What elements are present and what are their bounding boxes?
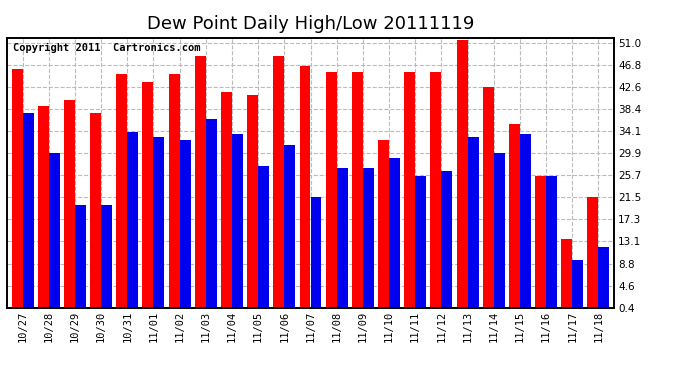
Bar (195, 56, 206, 310)
Bar (415, 176, 426, 310)
Bar (546, 176, 557, 310)
Bar (598, 247, 609, 310)
Bar (221, 93, 232, 310)
Bar (378, 140, 389, 310)
Bar (206, 118, 217, 310)
Bar (457, 40, 468, 310)
Text: Copyright 2011  Cartronics.com: Copyright 2011 Cartronics.com (13, 43, 201, 53)
Bar (431, 72, 442, 310)
Bar (337, 168, 348, 310)
Bar (179, 140, 190, 310)
Bar (572, 260, 583, 310)
Bar (127, 132, 138, 310)
Bar (535, 176, 546, 310)
Bar (468, 137, 479, 310)
Bar (153, 137, 164, 310)
Bar (258, 166, 269, 310)
Bar (12, 69, 23, 310)
Bar (75, 205, 86, 310)
Bar (38, 105, 49, 310)
Bar (232, 134, 243, 310)
Bar (587, 197, 598, 310)
Bar (310, 197, 322, 310)
Bar (247, 95, 258, 310)
Bar (299, 66, 310, 310)
Text: Dew Point Daily High/Low 20111119: Dew Point Daily High/Low 20111119 (147, 15, 474, 33)
Bar (509, 124, 520, 310)
Bar (64, 100, 75, 310)
Bar (363, 168, 374, 310)
Bar (494, 153, 504, 310)
Bar (561, 239, 572, 310)
Bar (284, 145, 295, 310)
Bar (117, 74, 127, 310)
Bar (404, 72, 415, 310)
Bar (142, 82, 153, 310)
Bar (389, 158, 400, 310)
Bar (483, 87, 494, 310)
Bar (90, 113, 101, 310)
Bar (101, 205, 112, 310)
Bar (168, 74, 179, 310)
Bar (49, 153, 60, 310)
Bar (326, 72, 337, 310)
Bar (352, 72, 363, 310)
Bar (273, 56, 284, 310)
Bar (23, 113, 34, 310)
Bar (520, 134, 531, 310)
Bar (442, 171, 453, 310)
